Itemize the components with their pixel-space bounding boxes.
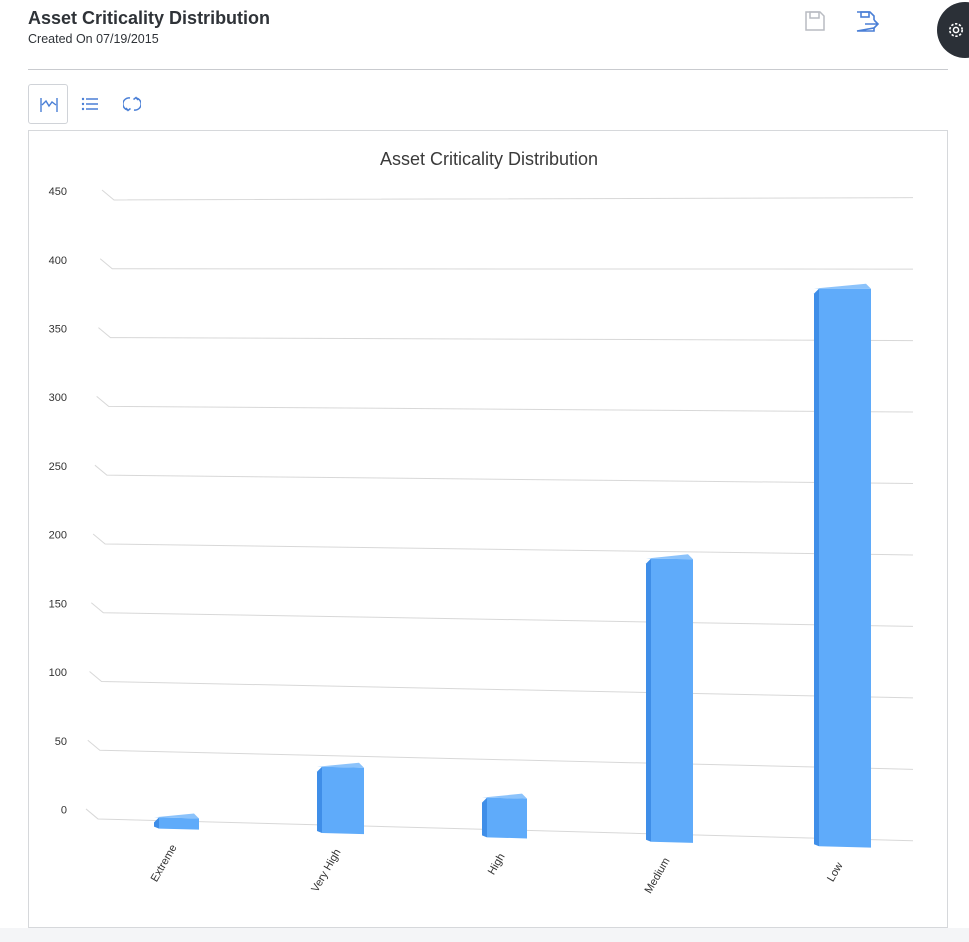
bar-front-face <box>487 797 527 839</box>
created-date: Created On 07/19/2015 <box>28 32 159 46</box>
bar-top-face <box>646 554 693 560</box>
refresh-button[interactable] <box>112 84 152 124</box>
bar-chart: Asset Criticality Distribution 0 50 100 150… <box>49 149 914 896</box>
bar-top-face <box>154 813 199 819</box>
bars <box>154 283 871 848</box>
gear-icon <box>949 23 963 37</box>
y-axis-ticks: 0 50 100 150 200 250 300 350 400 450 <box>49 186 67 817</box>
bar-front-face <box>651 558 693 843</box>
gridline <box>85 808 914 842</box>
page-title: Asset Criticality Distribution <box>28 8 271 28</box>
header-actions <box>789 9 969 49</box>
gridline <box>99 258 914 270</box>
list-view-button[interactable] <box>70 84 110 124</box>
bar-side-face <box>814 288 819 847</box>
bar-top-face <box>317 762 364 768</box>
chart-view-icon <box>40 98 58 112</box>
bar-front-face <box>819 288 871 848</box>
bar-front-face <box>322 766 364 835</box>
bar-side-face <box>154 817 159 829</box>
bar-side-face <box>646 558 651 842</box>
gridline <box>89 671 914 699</box>
gridlines <box>85 189 914 842</box>
gridline <box>94 464 914 484</box>
gridline <box>91 602 914 627</box>
bar-extreme[interactable] <box>154 813 199 830</box>
bar-low[interactable] <box>814 283 871 848</box>
x-tick-label: Very High <box>309 847 343 894</box>
y-tick-label: 50 <box>55 736 67 748</box>
y-tick-label: 450 <box>49 186 67 198</box>
y-tick-label: 0 <box>61 805 67 817</box>
y-tick-label: 200 <box>49 530 67 542</box>
x-tick-label: Extreme <box>149 843 180 884</box>
gridline <box>101 189 914 201</box>
bar-high[interactable] <box>482 793 527 839</box>
chart-title: Asset Criticality Distribution <box>380 149 598 169</box>
save-icon[interactable] <box>803 9 829 35</box>
bar-top-face <box>814 283 871 289</box>
gridline <box>98 327 914 342</box>
bar-side-face <box>317 766 322 833</box>
y-tick-label: 250 <box>49 461 67 473</box>
refresh-icon <box>123 96 141 112</box>
y-tick-label: 350 <box>49 324 67 336</box>
footer-band <box>0 928 969 942</box>
chart-view-button[interactable] <box>28 84 68 124</box>
list-view-icon <box>81 97 98 111</box>
x-tick-label: High <box>486 851 508 877</box>
y-tick-label: 150 <box>49 598 67 610</box>
chart-panel: Asset Criticality Distribution 0 50 100 150… <box>28 130 948 928</box>
export-icon[interactable] <box>854 9 880 35</box>
header-divider <box>28 69 948 70</box>
bar-side-face <box>482 797 487 838</box>
y-tick-label: 400 <box>49 255 67 267</box>
y-tick-label: 300 <box>49 392 67 404</box>
y-tick-label: 100 <box>49 667 67 679</box>
page-header: Asset Criticality Distribution Created O… <box>28 6 270 48</box>
gridline <box>87 739 914 770</box>
gridline <box>96 396 914 413</box>
gridline <box>92 533 914 556</box>
bar-front-face <box>159 817 199 830</box>
bar-top-face <box>482 793 527 799</box>
x-tick-label: Medium <box>643 856 673 896</box>
x-axis-labels: Extreme Very High High Medium Low <box>149 843 846 896</box>
x-tick-label: Low <box>825 860 846 884</box>
bar-medium[interactable] <box>646 554 693 843</box>
bar-very-high[interactable] <box>317 762 364 835</box>
